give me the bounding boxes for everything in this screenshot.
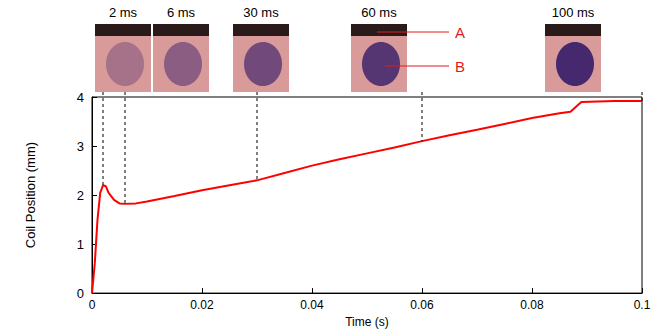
svg-text:A: A <box>455 24 465 41</box>
svg-text:0: 0 <box>77 286 84 301</box>
svg-text:2: 2 <box>77 188 84 203</box>
svg-text:B: B <box>455 58 465 75</box>
svg-text:0.06: 0.06 <box>410 298 434 312</box>
svg-text:2 ms: 2 ms <box>109 5 138 20</box>
svg-text:100 ms: 100 ms <box>552 5 595 20</box>
svg-text:1: 1 <box>77 237 84 252</box>
svg-text:0.1: 0.1 <box>634 298 651 312</box>
svg-text:3: 3 <box>77 139 84 154</box>
svg-text:0: 0 <box>89 298 96 312</box>
svg-text:6 ms: 6 ms <box>167 5 196 20</box>
svg-text:0.04: 0.04 <box>300 298 324 312</box>
svg-text:30 ms: 30 ms <box>243 5 279 20</box>
svg-text:4: 4 <box>77 90 84 105</box>
svg-text:0.02: 0.02 <box>190 298 214 312</box>
svg-text:Coil Position (mm): Coil Position (mm) <box>23 142 38 248</box>
svg-text:Time (s): Time (s) <box>345 315 389 329</box>
svg-text:60 ms: 60 ms <box>361 5 397 20</box>
svg-text:0.08: 0.08 <box>520 298 544 312</box>
